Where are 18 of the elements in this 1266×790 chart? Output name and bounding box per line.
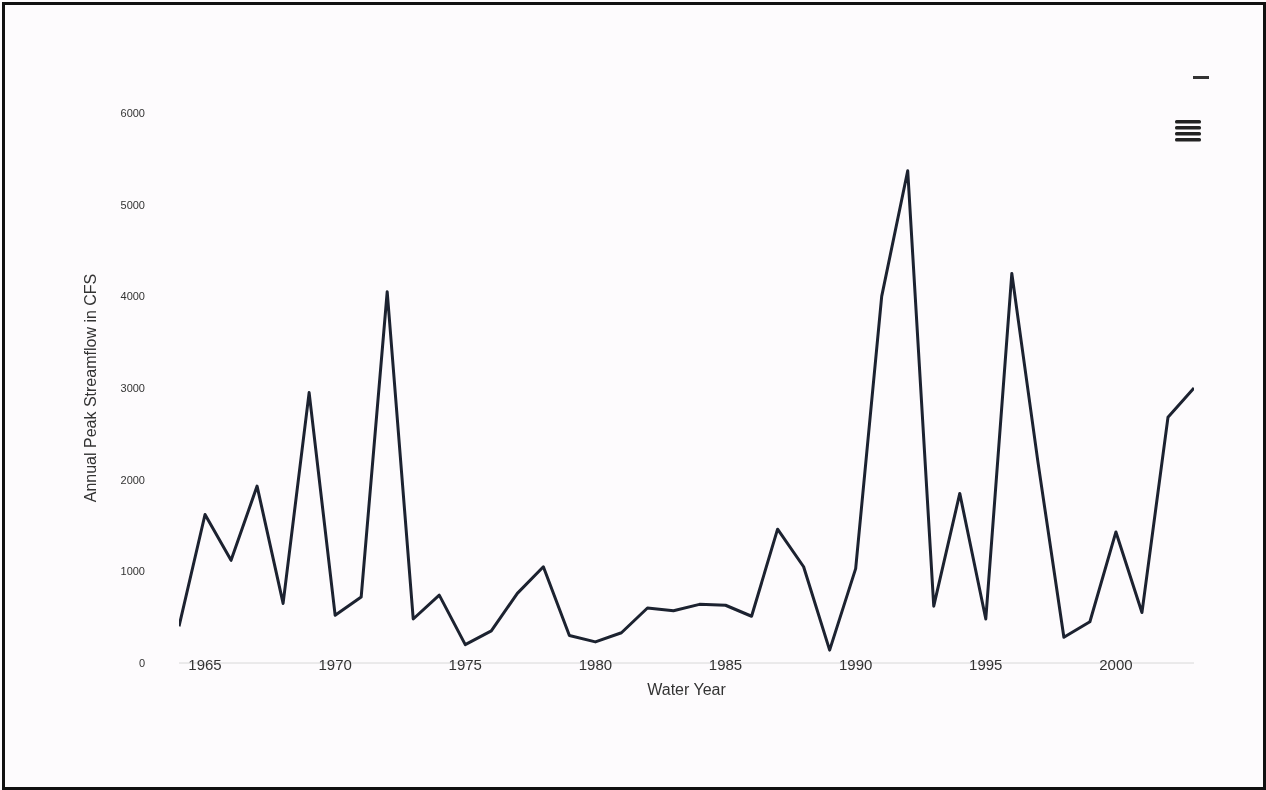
x-tick-label: 1975 [448,655,482,673]
y-axis-title: Annual Peak Streamflow in CFS [81,273,99,503]
y-tick-label: 5000 [120,198,145,211]
y-tick-label: 1000 [120,565,145,578]
y-tick-label: 3000 [120,381,145,394]
x-tick-label: 1970 [318,655,352,673]
x-tick-label: 2000 [1099,655,1133,673]
x-tick-label: 1980 [578,655,613,673]
y-tick-label: 4000 [120,290,145,303]
y-tick-label: 2000 [120,473,145,486]
x-tick-label: 1985 [708,655,743,673]
x-tick-label: 1990 [838,655,873,673]
x-axis-title: Water Year [647,681,727,698]
y-tick-label: 6000 [120,106,145,119]
y-tick-label: 0 [138,656,145,669]
x-tick-label: 1965 [188,655,222,673]
x-tick-label: 1995 [969,655,1003,673]
line-series [179,169,1194,652]
